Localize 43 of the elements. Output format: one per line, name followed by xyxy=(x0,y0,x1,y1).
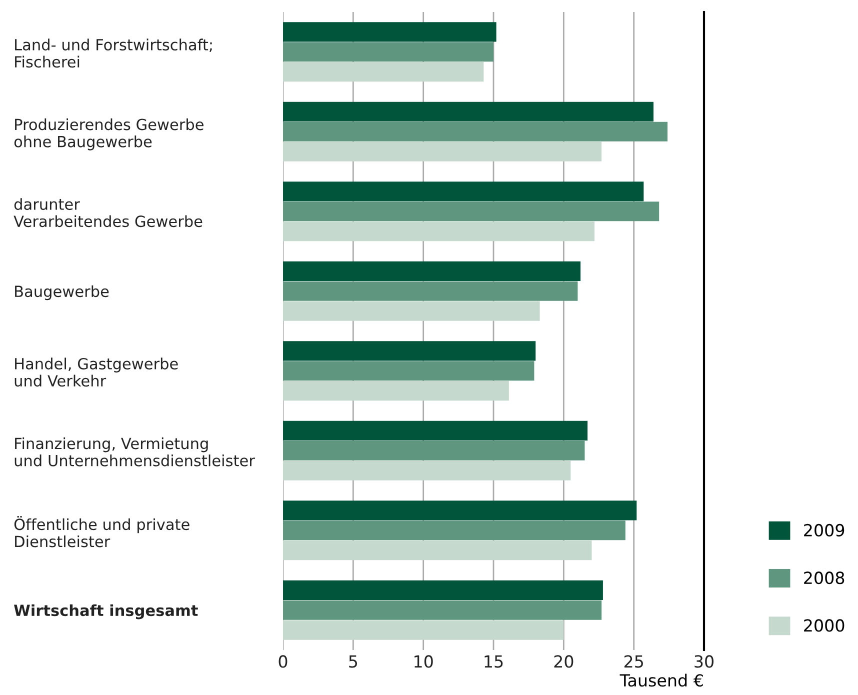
bar xyxy=(283,500,637,520)
bar xyxy=(283,42,494,62)
bar xyxy=(283,202,660,222)
bar xyxy=(283,460,571,480)
bar xyxy=(283,62,484,82)
bar xyxy=(283,102,654,122)
x-axis-title: Tausend € xyxy=(620,674,703,687)
bar xyxy=(283,540,592,560)
y-tick-label: Finanzierung, Vermietung und Unternehmensdienstleister xyxy=(14,437,255,466)
x-tick-label: 25 xyxy=(624,655,643,668)
legend-label: 2000 xyxy=(804,619,844,632)
bar xyxy=(283,22,496,42)
bar xyxy=(283,600,602,620)
bar xyxy=(283,361,534,381)
bar xyxy=(283,341,536,361)
y-tick-label: Öffentliche und private Dienstleister xyxy=(14,516,190,548)
bar xyxy=(283,440,585,460)
bar xyxy=(283,301,540,321)
x-tick-label: 30 xyxy=(694,655,714,668)
y-tick-label: Wirtschaft insgesamt xyxy=(14,604,198,620)
bar xyxy=(283,142,602,162)
bar xyxy=(283,182,644,202)
bar xyxy=(283,620,564,640)
bar xyxy=(283,520,626,540)
legend-label: 2009 xyxy=(804,524,844,537)
legend-label: 2008 xyxy=(804,572,844,584)
bar xyxy=(283,281,578,301)
y-tick-label: Baugewerbe xyxy=(15,285,109,300)
bar xyxy=(283,122,668,142)
x-tick-label: 5 xyxy=(349,655,358,668)
y-tick-label: Handel, Gastgewerbe und Verkehr xyxy=(14,358,178,387)
y-tick-label: darunter Verarbeitendes Gewerbe xyxy=(14,198,202,228)
x-tick-label: 20 xyxy=(554,655,574,668)
y-tick-label: Land- und Forstwirtschaft; Fischerei xyxy=(15,38,212,68)
bar xyxy=(283,381,509,401)
y-tick-label: Produzierendes Gewerbe ohne Baugewerbe xyxy=(14,118,204,150)
bar xyxy=(283,420,588,440)
x-tick-label: 15 xyxy=(484,655,503,668)
bar xyxy=(283,222,595,242)
bar xyxy=(283,261,581,281)
x-tick-label: 10 xyxy=(414,655,433,668)
bar xyxy=(283,580,603,600)
x-tick-label: 0 xyxy=(278,655,288,668)
